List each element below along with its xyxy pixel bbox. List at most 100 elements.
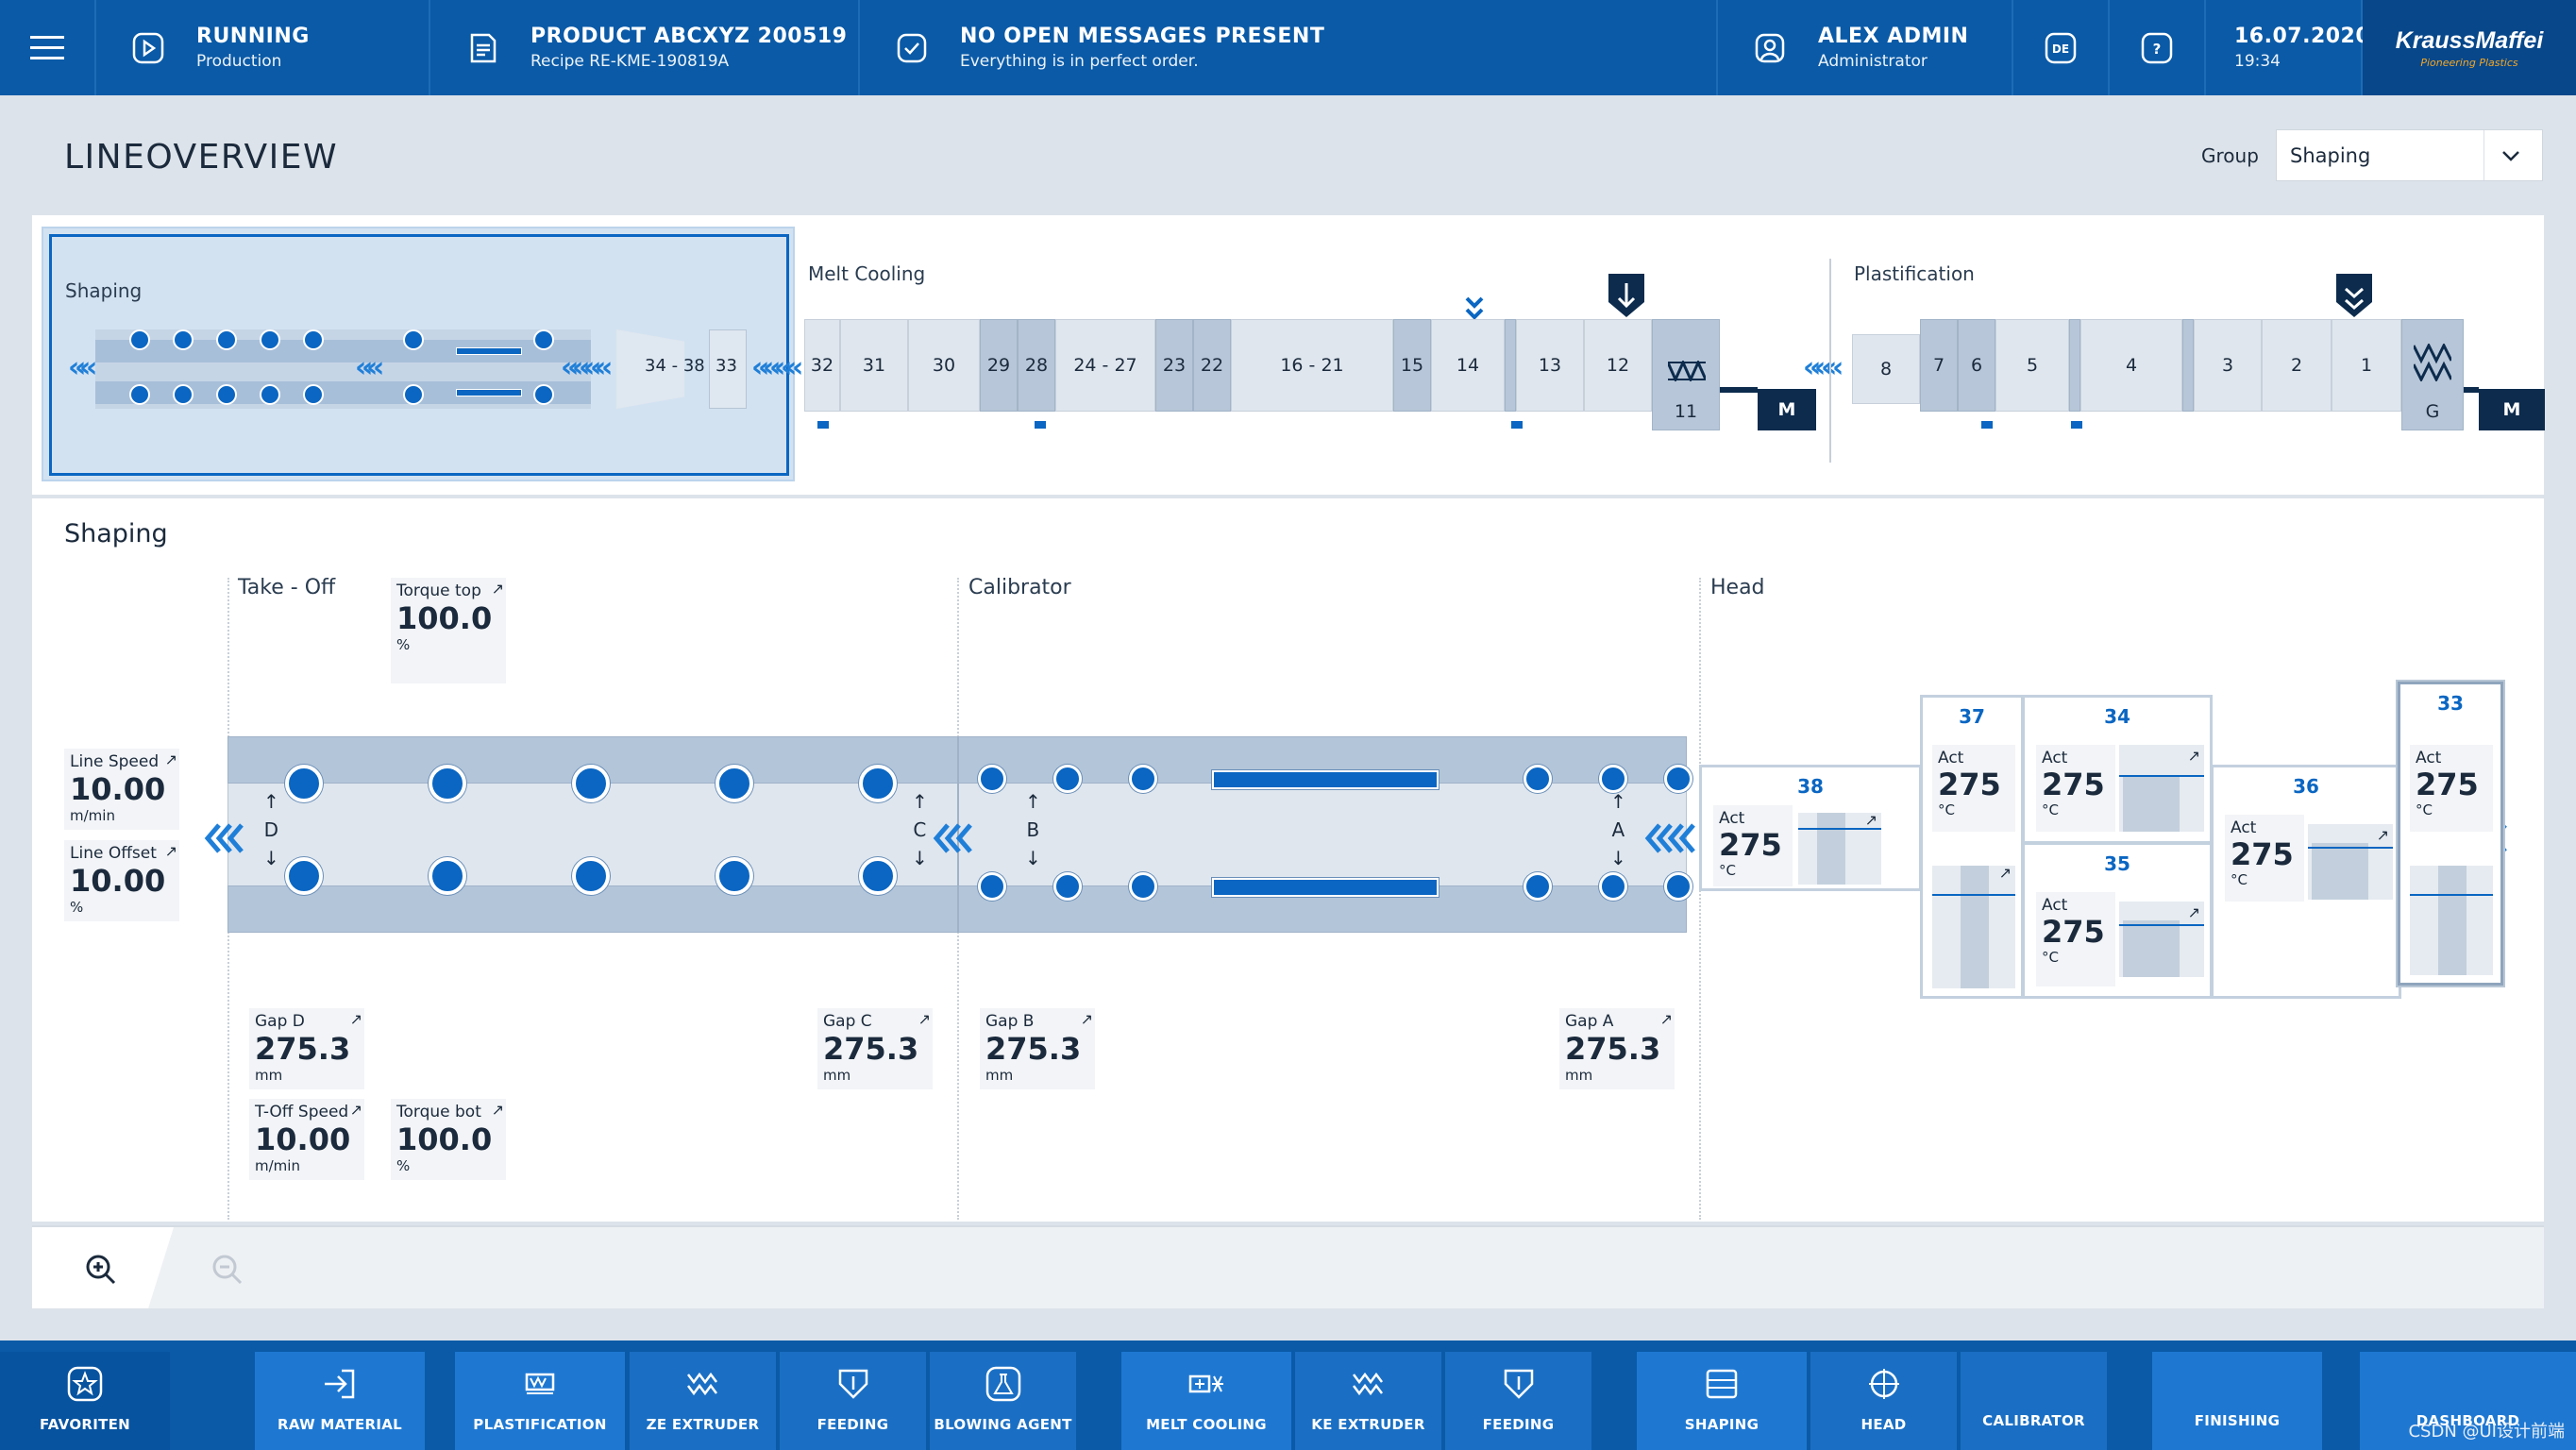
calibrator-plate-bottom xyxy=(1212,878,1439,897)
zone-label-34-38: 34 - 38 xyxy=(645,356,705,376)
calibrator-label: Calibrator xyxy=(968,576,1071,599)
nav-shaping-label: SHAPING xyxy=(1684,1416,1759,1433)
nav-feeding-1[interactable]: FEEDING xyxy=(780,1352,926,1450)
motor-box[interactable]: M xyxy=(2479,389,2545,430)
zone-box-5[interactable]: 5 xyxy=(1995,319,2069,412)
extruder-11[interactable]: 11 xyxy=(1652,319,1720,430)
nav-shaping[interactable]: SHAPING xyxy=(1637,1352,1807,1450)
calibrator-plate-top xyxy=(1212,770,1439,789)
menu-button[interactable] xyxy=(0,0,96,95)
zone-box-31[interactable]: 31 xyxy=(840,319,908,412)
flask-icon xyxy=(985,1366,1020,1402)
gap-letter-b: B xyxy=(1026,818,1040,841)
nav-feeding-2[interactable]: FEEDING xyxy=(1445,1352,1591,1450)
nav-melt-cooling[interactable]: MELT COOLING xyxy=(1121,1352,1291,1450)
zoom-out-button[interactable] xyxy=(211,1254,249,1291)
star-icon xyxy=(67,1366,103,1402)
expand-arrow-icon: ↗ xyxy=(918,1010,931,1028)
nav-ze-extruder[interactable]: ZE EXTRUDER xyxy=(630,1352,776,1450)
user-icon xyxy=(1755,33,1785,62)
torque-top-card[interactable]: Torque top 100.0 % ↗ xyxy=(391,578,506,683)
zone-box-2[interactable]: 2 xyxy=(2262,319,2332,412)
zone-box-28[interactable]: 28 xyxy=(1018,319,1055,412)
nav-ke-extruder[interactable]: KE EXTRUDER xyxy=(1295,1352,1441,1450)
zone-34[interactable]: 34 Act 275 °C ↗ xyxy=(2022,695,2213,844)
gap-c-card[interactable]: Gap C 275.3 mm ↗ xyxy=(817,1008,933,1089)
flow-arrow-icon: « xyxy=(68,351,86,384)
zone-box-29[interactable]: 29 xyxy=(980,319,1018,412)
toff-speed-card[interactable]: T-Off Speed 10.00 m/min ↗ xyxy=(249,1099,364,1180)
line-speed-card[interactable]: Line Speed 10.00 m/min ↗ xyxy=(64,749,179,830)
zone-box-14[interactable]: 14 xyxy=(1431,319,1505,412)
zone-33[interactable]: 33 Act 275 °C xyxy=(2398,682,2503,986)
zone-33-id: 33 xyxy=(2437,692,2464,715)
zone-35-trend: ↗ xyxy=(2119,902,2204,977)
motor-box[interactable]: M xyxy=(1758,389,1816,430)
messages-segment[interactable]: NO OPEN MESSAGES PRESENT Everything is in… xyxy=(860,0,1718,95)
zone-37[interactable]: 37 Act 275 °C ↗ xyxy=(1920,695,2024,999)
nav-blowing-agent[interactable]: BLOWING AGENT xyxy=(930,1352,1076,1450)
zone-box-13[interactable]: 13 xyxy=(1516,319,1584,412)
zone-box-4[interactable]: 4 xyxy=(2080,319,2182,412)
zone-box-12[interactable]: 12 xyxy=(1584,319,1652,412)
zone-box-3[interactable]: 3 xyxy=(2194,319,2262,412)
nav-finishing[interactable]: FINISHING xyxy=(2152,1352,2322,1450)
gap-b-card[interactable]: Gap B 275.3 mm ↗ xyxy=(980,1008,1095,1089)
nav-calibrator[interactable]: CALIBRATOR xyxy=(1961,1352,2107,1450)
expand-arrow-icon: ↗ xyxy=(1659,1010,1673,1028)
roll-bottom xyxy=(859,857,897,895)
watermark: CSDN @UI设计前端 xyxy=(2408,1422,2565,1442)
zone-37-trend: ↗ xyxy=(1932,864,2015,988)
shaping-overview-card[interactable]: Shaping 34 - 38 33 xyxy=(42,227,795,481)
zone-box-15[interactable]: 15 xyxy=(1393,319,1431,412)
torque-bot-card[interactable]: Torque bot 100.0 % ↗ xyxy=(391,1099,506,1180)
brand-logo: KraussMaffei Pioneering Plastics xyxy=(2363,0,2576,95)
zone-35[interactable]: 35 Act 275 °C ↗ xyxy=(2022,842,2213,999)
svg-text:«: « xyxy=(583,351,601,384)
zone-36[interactable]: 36 Act 275 °C ↗ xyxy=(2211,765,2401,999)
nav-dashboard[interactable]: DASHBOARD xyxy=(2360,1352,2576,1450)
nav-raw-material[interactable]: RAW MATERIAL xyxy=(255,1352,425,1450)
messages-sub: Everything is in perfect order. xyxy=(960,52,1199,71)
roll-top xyxy=(1053,765,1082,793)
roll-top xyxy=(978,765,1006,793)
help-button[interactable]: ? xyxy=(2110,0,2206,95)
zone-box-16-21[interactable]: 16 - 21 xyxy=(1231,319,1393,412)
user-segment[interactable]: ALEX ADMIN Administrator xyxy=(1718,0,2013,95)
status-segment[interactable]: RUNNING Production xyxy=(96,0,430,95)
language-button[interactable]: DE xyxy=(2013,0,2110,95)
zone-box-8[interactable]: 8 xyxy=(1852,334,1920,404)
gap-a-card[interactable]: Gap A 275.3 mm ↗ xyxy=(1559,1008,1675,1089)
zone-36-trend: ↗ xyxy=(2308,824,2393,900)
group-select[interactable]: Shaping xyxy=(2276,129,2543,181)
zone-36-unit: °C xyxy=(2231,871,2248,888)
zone-box-24-27[interactable]: 24 - 27 xyxy=(1055,319,1155,412)
nav-head[interactable]: HEAD xyxy=(1810,1352,1957,1450)
shaping-overview-label: Shaping xyxy=(65,279,143,302)
roll-bottom xyxy=(978,872,1006,901)
torque-top-label: Torque top xyxy=(396,582,481,600)
zone-box-30[interactable]: 30 xyxy=(908,319,980,412)
zone-38[interactable]: 38 Act 275 °C ↗ xyxy=(1699,765,1922,891)
nav-favoriten[interactable]: FAVORITEN xyxy=(0,1352,170,1450)
gap-letter-d: D xyxy=(263,818,279,841)
gap-d-card[interactable]: Gap D 275.3 mm ↗ xyxy=(249,1008,364,1089)
zone-box-22[interactable]: 22 xyxy=(1193,319,1231,412)
zone-box-7[interactable]: 7 xyxy=(1920,319,1958,412)
zone-36-value: 275 xyxy=(2231,836,2294,872)
gap-letter-c: C xyxy=(913,818,927,841)
zoom-in-button[interactable] xyxy=(32,1227,174,1308)
extruder-11-label: 11 xyxy=(1674,401,1698,422)
product-title: PRODUCT ABCXYZ 200519 xyxy=(530,25,848,48)
toff-speed-unit: m/min xyxy=(255,1157,300,1174)
nav-favoriten-label: FAVORITEN xyxy=(39,1416,131,1433)
zone-box-23[interactable]: 23 xyxy=(1155,319,1193,412)
zone-box-1[interactable]: 1 xyxy=(2332,319,2401,412)
zone-box-32[interactable]: 32 xyxy=(804,319,840,412)
expand-arrow-icon: ↗ xyxy=(164,842,177,860)
line-offset-card[interactable]: Line Offset 10.00 % ↗ xyxy=(64,840,179,921)
gap-d-unit: mm xyxy=(255,1067,283,1084)
product-segment[interactable]: PRODUCT ABCXYZ 200519 Recipe RE-KME-19081… xyxy=(430,0,860,95)
zone-box-6[interactable]: 6 xyxy=(1958,319,1995,412)
nav-plastification[interactable]: PLASTIFICATION xyxy=(455,1352,625,1450)
